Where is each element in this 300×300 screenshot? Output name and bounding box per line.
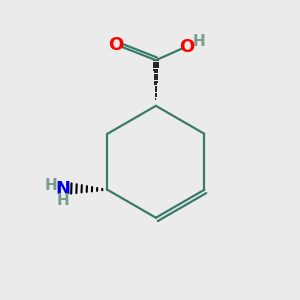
Text: H: H	[44, 178, 57, 194]
Text: H: H	[192, 34, 205, 49]
Text: H: H	[57, 193, 70, 208]
Text: O: O	[179, 38, 195, 56]
Text: O: O	[108, 36, 123, 54]
Text: N: N	[56, 180, 71, 198]
